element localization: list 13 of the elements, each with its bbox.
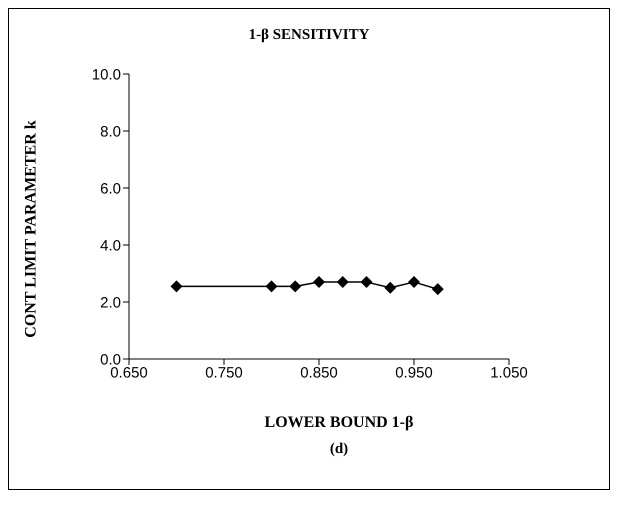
x-axis-title: LOWER BOUND 1-β xyxy=(264,414,414,432)
chart-title: 1-β SENSITIVITY xyxy=(248,27,370,44)
y-tick-label: 4.0 xyxy=(100,237,121,254)
y-tick-label: 10.0 xyxy=(92,66,121,84)
y-tick-label: 6.0 xyxy=(100,180,121,198)
x-tick-label: 0.850 xyxy=(300,364,338,382)
y-tick-label: 2.0 xyxy=(100,294,121,312)
text: (d) xyxy=(328,441,350,458)
y-tick-label: 8.0 xyxy=(100,123,121,140)
x-tick-label: 0.950 xyxy=(395,364,433,382)
x-tick-label: 1.050 xyxy=(490,364,528,382)
x-tick-label: 0.750 xyxy=(205,364,243,382)
y-axis-title: CONT LIMIT PARAMETER k xyxy=(23,120,41,338)
